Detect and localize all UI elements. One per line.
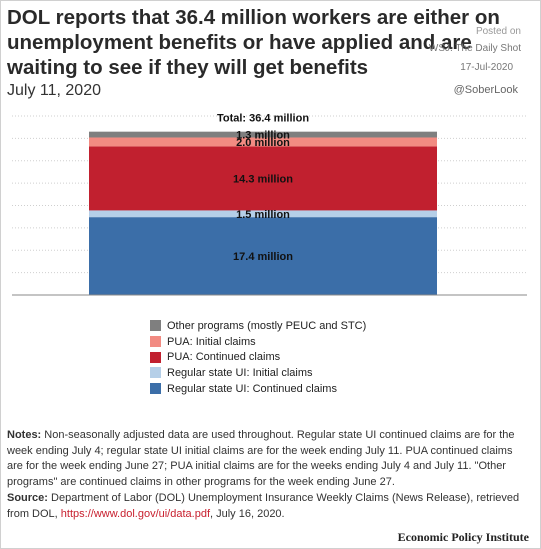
stacked-bar-chart: 17.4 million 1.5 million 14.3 million 2.0 m… xyxy=(12,113,527,296)
legend-swatch xyxy=(150,336,161,348)
source: Source: Department of Labor (DOL) Unempl… xyxy=(7,491,527,522)
legend-swatch xyxy=(150,320,161,332)
data-label-0: 17.4 million xyxy=(233,251,293,263)
notes-label: Notes: xyxy=(7,429,42,441)
brand-logo-text: Economic Policy Institute xyxy=(397,530,529,544)
bar-segment-1 xyxy=(89,210,437,218)
legend-swatch xyxy=(150,367,161,379)
bar-segment-4 xyxy=(89,131,437,138)
source-text: Department of Labor (DOL) Unemployment I… xyxy=(7,492,520,520)
total-label: Total: 36.4 million xyxy=(217,113,309,125)
source-label: Source: xyxy=(7,492,48,504)
chart-legend: Other programs (mostly PEUC and STC) PUA:… xyxy=(150,318,366,396)
data-label-4: 1.3 million xyxy=(236,130,290,142)
bar-segments xyxy=(89,131,437,295)
legend-label: PUA: Continued claims xyxy=(167,351,281,364)
gridlines xyxy=(12,115,527,274)
legend-item-3: Regular state UI: Initial claims xyxy=(150,365,366,381)
data-label-1: 1.5 million xyxy=(236,209,290,221)
legend-label: Regular state UI: Continued claims xyxy=(167,382,337,395)
watermark-handle: @SoberLook xyxy=(453,84,518,96)
bar-segment-0 xyxy=(89,217,437,295)
legend-label: Regular state UI: Initial claims xyxy=(167,366,313,379)
watermark-posted-on: Posted on xyxy=(475,26,521,37)
legend-item-0: Other programs (mostly PEUC and STC) xyxy=(150,318,366,334)
bar-segment-2 xyxy=(89,146,437,211)
data-label-2: 14.3 million xyxy=(233,173,293,185)
notes-text: Non-seasonally adjusted data are used th… xyxy=(7,429,515,488)
segment-labels: 17.4 million 1.5 million 14.3 million 2.0 m… xyxy=(217,113,309,263)
bar-segment-3 xyxy=(89,137,437,147)
watermark-source: WSJ. The Daily Shot xyxy=(428,43,521,54)
chart-title: DOL reports that 36.4 million workers ar… xyxy=(7,6,500,79)
legend-swatch xyxy=(150,383,161,395)
chart-date: July 11, 2020 xyxy=(7,82,101,99)
legend-label: PUA: Initial claims xyxy=(167,335,256,348)
data-label-3: 2.0 million xyxy=(236,137,290,149)
legend-label: Other programs (mostly PEUC and STC) xyxy=(167,319,367,332)
watermark-date: 17-Jul-2020 xyxy=(460,62,513,73)
source-suffix: , July 16, 2020. xyxy=(210,507,285,520)
legend-item-2: PUA: Continued claims xyxy=(150,349,366,365)
legend-swatch xyxy=(150,351,161,363)
legend-item-1: PUA: Initial claims xyxy=(150,334,366,350)
legend-item-4: Regular state UI: Continued claims xyxy=(150,381,366,397)
notes: Notes: Non-seasonally adjusted data are … xyxy=(7,428,527,490)
source-link[interactable]: https://www.dol.gov/ui/data.pdf xyxy=(60,507,210,520)
